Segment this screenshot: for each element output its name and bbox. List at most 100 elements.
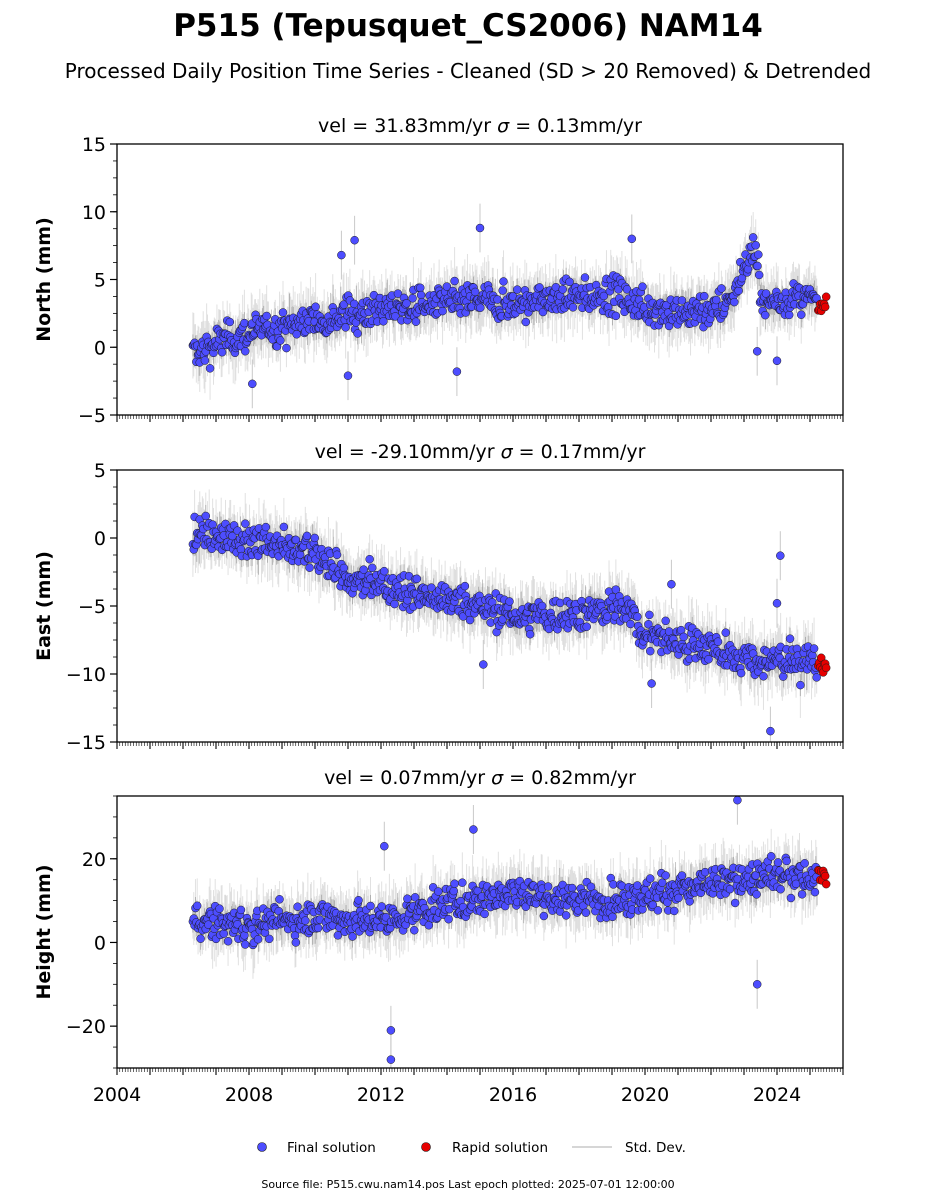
final-point xyxy=(228,531,237,541)
final-point xyxy=(282,343,291,353)
final-point xyxy=(261,522,271,532)
final-point xyxy=(754,250,763,259)
final-point xyxy=(721,628,730,637)
final-point xyxy=(240,519,250,528)
final-point xyxy=(278,308,288,317)
final-point xyxy=(201,511,211,521)
y-tick-label: 5 xyxy=(94,460,106,482)
final-point xyxy=(558,285,567,294)
final-point xyxy=(809,644,819,653)
panel-title-vel: vel = -29.10mm/yr xyxy=(315,441,501,463)
final-point xyxy=(645,610,654,620)
final-point xyxy=(438,306,447,316)
y-tick-label: −15 xyxy=(66,732,106,754)
final-point xyxy=(760,310,770,320)
final-point xyxy=(638,282,647,291)
final-point xyxy=(310,533,319,543)
panel-title-vel: vel = 0.07mm/yr xyxy=(324,767,491,789)
final-point xyxy=(512,285,522,294)
final-point xyxy=(208,520,217,529)
final-point xyxy=(393,289,403,298)
final-point xyxy=(776,551,785,560)
final-point xyxy=(627,234,637,244)
final-point xyxy=(341,323,350,332)
final-point xyxy=(225,317,235,327)
panel-title-sigma-symbol: σ xyxy=(497,115,510,137)
final-point xyxy=(379,566,389,576)
final-point xyxy=(751,241,760,250)
panel-title: vel = 0.07mm/yr σ = 0.82mm/yr xyxy=(324,767,636,789)
final-point xyxy=(343,371,353,380)
final-point xyxy=(713,637,723,646)
final-point xyxy=(704,655,713,664)
final-point xyxy=(337,250,346,260)
final-point xyxy=(535,283,544,292)
north-panel: vel = 31.83mm/yr σ = 0.13mm/yr North (mm)… xyxy=(33,115,844,427)
final-point xyxy=(498,286,507,295)
final-point xyxy=(736,668,746,678)
height-panel: vel = 0.07mm/yr σ = 0.82mm/yr Height (mm)… xyxy=(33,767,844,1106)
final-point xyxy=(772,599,782,608)
final-point xyxy=(626,619,635,629)
final-point xyxy=(391,312,400,321)
final-point xyxy=(476,303,485,312)
y-tick-label: −10 xyxy=(66,664,106,686)
final-point xyxy=(582,622,591,631)
final-point xyxy=(359,565,368,574)
final-point xyxy=(411,317,421,326)
final-point xyxy=(785,634,795,643)
final-point xyxy=(580,273,590,282)
y-axis-label: East (mm) xyxy=(33,551,55,661)
plot-area xyxy=(188,489,831,742)
final-point xyxy=(505,597,514,606)
rapid-point xyxy=(820,302,830,312)
final-point xyxy=(379,317,388,326)
final-point xyxy=(766,726,775,736)
plot-area xyxy=(188,796,831,1068)
final-point xyxy=(402,299,411,308)
final-point xyxy=(611,585,621,594)
final-point xyxy=(276,336,285,345)
final-point xyxy=(240,346,250,356)
final-point xyxy=(796,680,805,690)
figure-title: P515 (Tepusquet_CS2006) NAM14 xyxy=(173,8,763,44)
final-point xyxy=(200,356,210,365)
final-point xyxy=(332,550,342,560)
final-point xyxy=(679,632,688,642)
final-point xyxy=(784,310,794,320)
final-point xyxy=(633,612,642,621)
final-point xyxy=(717,284,726,293)
final-point xyxy=(730,297,739,307)
final-point xyxy=(427,583,436,592)
rapid-point xyxy=(821,663,831,673)
y-axis-label: Height (mm) xyxy=(33,864,55,999)
final-point xyxy=(772,356,782,366)
final-point xyxy=(291,535,301,545)
final-point xyxy=(748,233,758,242)
final-point xyxy=(647,679,656,688)
final-point xyxy=(470,287,480,297)
final-point xyxy=(248,379,257,389)
east-panel: vel = -29.10mm/yr σ = 0.17mm/yr East (mm)… xyxy=(33,441,844,754)
final-point xyxy=(754,270,764,280)
final-point xyxy=(205,364,215,373)
final-point xyxy=(416,290,426,300)
final-point xyxy=(416,283,425,293)
final-point xyxy=(217,347,227,357)
final-point xyxy=(460,581,470,591)
final-point xyxy=(677,296,687,305)
final-point xyxy=(537,601,547,611)
y-tick-label: 5 xyxy=(94,270,106,292)
final-point xyxy=(450,276,459,286)
final-point xyxy=(311,302,320,311)
final-point xyxy=(475,223,485,233)
panel-title: vel = 31.83mm/yr σ = 0.13mm/yr xyxy=(318,115,642,137)
final-point xyxy=(761,289,771,298)
final-point xyxy=(367,563,377,573)
final-point xyxy=(753,261,762,271)
final-point xyxy=(479,660,488,669)
y-tick-label: −5 xyxy=(78,405,106,427)
final-point xyxy=(599,291,609,301)
final-point xyxy=(778,672,788,681)
final-point xyxy=(521,317,531,327)
